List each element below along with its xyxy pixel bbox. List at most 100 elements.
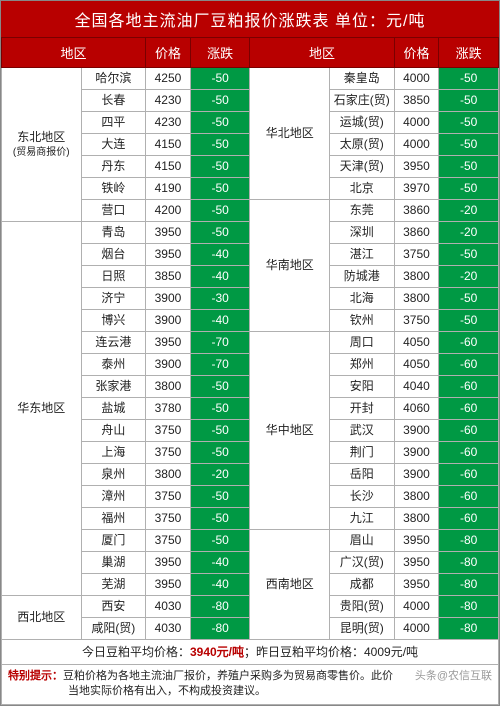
header-price-l: 价格 (146, 38, 191, 68)
change-cell: -60 (439, 486, 499, 508)
price-cell: 4230 (146, 112, 191, 134)
price-table: 地区 价格 涨跌 地区 价格 涨跌 东北地区(贸易商报价)哈尔滨4250-50华… (1, 37, 499, 705)
price-cell: 3950 (394, 530, 439, 552)
city-cell: 天津(贸) (329, 156, 394, 178)
change-cell: -50 (439, 134, 499, 156)
change-cell: -50 (190, 442, 250, 464)
change-cell: -40 (190, 310, 250, 332)
change-cell: -50 (190, 90, 250, 112)
price-cell: 3800 (146, 464, 191, 486)
price-cell: 3750 (394, 310, 439, 332)
price-cell: 3750 (146, 530, 191, 552)
change-cell: -80 (190, 596, 250, 618)
price-cell: 3970 (394, 178, 439, 200)
table-body: 东北地区(贸易商报价)哈尔滨4250-50华北地区秦皇岛4000-50长春423… (2, 68, 499, 705)
city-cell: 盐城 (81, 398, 146, 420)
price-cell: 4000 (394, 618, 439, 640)
change-cell: -40 (190, 574, 250, 596)
city-cell: 福州 (81, 508, 146, 530)
price-cell: 3800 (394, 508, 439, 530)
city-cell: 铁岭 (81, 178, 146, 200)
price-cell: 3800 (394, 288, 439, 310)
price-cell: 3750 (146, 508, 191, 530)
city-cell: 舟山 (81, 420, 146, 442)
price-cell: 3850 (146, 266, 191, 288)
city-cell: 济宁 (81, 288, 146, 310)
price-cell: 4000 (394, 596, 439, 618)
city-cell: 安阳 (329, 376, 394, 398)
change-cell: -70 (190, 354, 250, 376)
price-cell: 3900 (146, 354, 191, 376)
change-cell: -50 (439, 156, 499, 178)
change-cell: -50 (439, 244, 499, 266)
tip-text: 特别提示：豆粕价格为各地主流油厂报价，养殖户采购多为贸易商零售价。此价头条@农信… (2, 665, 499, 705)
city-cell: 泰州 (81, 354, 146, 376)
price-cell: 3860 (394, 222, 439, 244)
city-cell: 石家庄(贸) (329, 90, 394, 112)
change-cell: -50 (190, 398, 250, 420)
change-cell: -80 (439, 596, 499, 618)
change-cell: -80 (439, 618, 499, 640)
price-cell: 4030 (146, 618, 191, 640)
change-cell: -20 (190, 464, 250, 486)
price-cell: 4000 (394, 68, 439, 90)
change-cell: -70 (190, 332, 250, 354)
price-cell: 3900 (394, 442, 439, 464)
change-cell: -50 (190, 112, 250, 134)
region-cell: 西南地区 (250, 530, 330, 640)
change-cell: -50 (190, 420, 250, 442)
change-cell: -30 (190, 288, 250, 310)
city-cell: 烟台 (81, 244, 146, 266)
change-cell: -60 (439, 332, 499, 354)
table-row: 东北地区(贸易商报价)哈尔滨4250-50华北地区秦皇岛4000-50 (2, 68, 499, 90)
change-cell: -50 (439, 68, 499, 90)
change-cell: -50 (190, 222, 250, 244)
region-cell: 华北地区 (250, 68, 330, 200)
price-cell: 4200 (146, 200, 191, 222)
change-cell: -20 (439, 266, 499, 288)
city-cell: 运城(贸) (329, 112, 394, 134)
header-change-r: 涨跌 (439, 38, 499, 68)
city-cell: 北海 (329, 288, 394, 310)
price-cell: 3750 (146, 420, 191, 442)
region-cell: 华中地区 (250, 332, 330, 530)
change-cell: -50 (190, 178, 250, 200)
city-cell: 连云港 (81, 332, 146, 354)
change-cell: -60 (439, 508, 499, 530)
table-header: 地区 价格 涨跌 地区 价格 涨跌 (2, 38, 499, 68)
change-cell: -50 (190, 134, 250, 156)
city-cell: 青岛 (81, 222, 146, 244)
change-cell: -50 (190, 68, 250, 90)
change-cell: -60 (439, 464, 499, 486)
price-cell: 3850 (394, 90, 439, 112)
city-cell: 哈尔滨 (81, 68, 146, 90)
change-cell: -60 (439, 398, 499, 420)
city-cell: 防城港 (329, 266, 394, 288)
region-cell: 西北地区 (2, 596, 82, 640)
region-cell: 华东地区 (2, 222, 82, 596)
change-cell: -60 (439, 442, 499, 464)
average-text: 今日豆粕平均价格：3940元/吨；昨日豆粕平均价格：4009元/吨 (2, 640, 499, 665)
change-cell: -20 (439, 200, 499, 222)
price-cell: 3950 (146, 574, 191, 596)
header-change-l: 涨跌 (190, 38, 250, 68)
change-cell: -50 (190, 530, 250, 552)
price-cell: 3800 (146, 376, 191, 398)
city-cell: 咸阳(贸) (81, 618, 146, 640)
change-cell: -80 (439, 552, 499, 574)
city-cell: 岳阳 (329, 464, 394, 486)
price-cell: 3750 (146, 486, 191, 508)
change-cell: -50 (190, 486, 250, 508)
price-cell: 4150 (146, 134, 191, 156)
change-cell: -80 (439, 574, 499, 596)
change-cell: -50 (439, 90, 499, 112)
city-cell: 九江 (329, 508, 394, 530)
city-cell: 营口 (81, 200, 146, 222)
change-cell: -50 (439, 112, 499, 134)
price-cell: 3800 (394, 266, 439, 288)
price-cell: 3950 (146, 244, 191, 266)
city-cell: 昆明(贸) (329, 618, 394, 640)
change-cell: -60 (439, 420, 499, 442)
city-cell: 上海 (81, 442, 146, 464)
price-cell: 4150 (146, 156, 191, 178)
